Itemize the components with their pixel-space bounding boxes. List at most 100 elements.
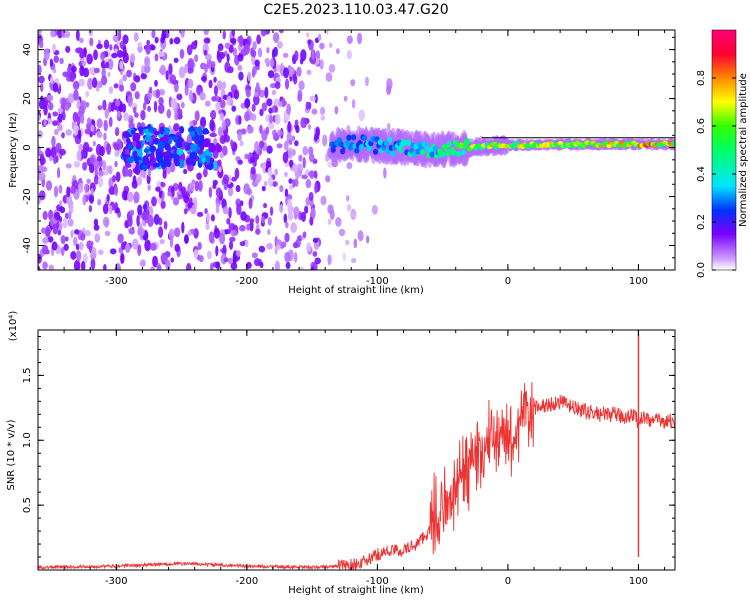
noise-blob — [302, 156, 306, 169]
noise-blob — [305, 178, 312, 189]
noise-blob — [266, 145, 273, 154]
signal-blob — [377, 139, 383, 146]
signal-blob — [202, 128, 209, 134]
noise-blob — [226, 95, 232, 106]
noise-blob — [126, 69, 132, 78]
noise-blob — [114, 185, 119, 196]
x-tick-label: -300 — [105, 276, 128, 287]
noise-blob — [38, 253, 42, 264]
noise-blob — [93, 224, 100, 231]
noise-blob — [76, 99, 81, 110]
noise-blob — [183, 208, 188, 215]
noise-blob — [194, 110, 200, 122]
noise-blob — [222, 206, 230, 215]
noise-blob — [226, 218, 231, 225]
signal-blob — [152, 137, 160, 145]
noise-blob — [358, 109, 365, 122]
noise-blob — [253, 94, 260, 106]
noise-blob — [245, 89, 251, 98]
noise-blob — [238, 34, 244, 47]
noise-blob — [308, 153, 315, 163]
noise-blob — [284, 251, 291, 263]
noise-blob — [254, 141, 260, 153]
noise-blob — [78, 105, 85, 117]
noise-blob — [208, 231, 215, 244]
noise-blob — [38, 75, 45, 84]
signal-blob — [372, 148, 379, 155]
noise-blob — [98, 170, 105, 177]
noise-blob — [67, 218, 74, 227]
noise-blob — [116, 40, 120, 47]
noise-blob — [93, 174, 99, 185]
noise-blob — [117, 30, 122, 38]
noise-blob — [99, 146, 105, 157]
noise-blob — [115, 99, 121, 107]
noise-blob — [73, 89, 79, 101]
noise-blob — [327, 254, 332, 266]
noise-blob — [266, 98, 273, 107]
noise-blob — [144, 239, 151, 252]
signal-blob — [132, 150, 138, 159]
noise-blob — [91, 247, 97, 259]
noise-blob — [231, 105, 237, 112]
noise-blob — [170, 257, 175, 263]
noise-blob — [177, 194, 183, 200]
noise-blob — [52, 82, 59, 93]
noise-blob — [188, 89, 193, 102]
noise-blob — [82, 161, 88, 171]
noise-blob — [123, 112, 129, 122]
noise-blob — [70, 203, 74, 214]
noise-blob — [237, 159, 243, 165]
noise-blob — [196, 172, 202, 180]
noise-blob — [78, 144, 83, 152]
noise-blob — [192, 196, 198, 205]
noise-blob — [78, 37, 84, 44]
noise-blob — [309, 216, 314, 226]
noise-blob — [115, 207, 121, 214]
noise-blob — [129, 117, 134, 127]
noise-blob — [205, 53, 212, 61]
noise-blob — [325, 72, 333, 82]
noise-blob — [288, 178, 293, 184]
noise-blob — [209, 111, 216, 119]
noise-blob — [189, 182, 195, 193]
noise-blob — [127, 168, 133, 178]
noise-blob — [53, 55, 60, 63]
noise-blob — [97, 175, 104, 188]
signal-blob — [125, 163, 132, 168]
noise-blob — [119, 40, 125, 50]
noise-blob — [174, 227, 181, 238]
noise-blob — [338, 228, 346, 237]
signal-blob — [127, 143, 133, 150]
noise-blob — [150, 266, 156, 270]
noise-blob — [246, 188, 252, 196]
noise-blob — [38, 190, 46, 201]
noise-blob — [90, 157, 95, 164]
noise-blob — [122, 34, 129, 45]
noise-blob — [181, 221, 185, 234]
noise-blob — [244, 239, 249, 248]
noise-blob — [112, 34, 119, 43]
snr-line-layer — [38, 330, 675, 570]
noise-blob — [239, 241, 246, 247]
noise-blob — [219, 152, 225, 159]
signal-blob — [164, 142, 171, 151]
noise-blob — [300, 211, 307, 223]
noise-blob — [267, 70, 275, 79]
noise-blob — [221, 81, 227, 90]
noise-blob — [72, 111, 79, 122]
signal-blob — [387, 136, 393, 143]
noise-blob — [93, 218, 99, 227]
noise-blob — [305, 196, 311, 206]
signal-blob — [142, 155, 150, 166]
noise-blob — [328, 42, 333, 48]
noise-blob — [276, 244, 281, 251]
noise-blob — [314, 257, 322, 265]
noise-blob — [145, 43, 151, 55]
noise-blob — [204, 208, 208, 214]
spectrogram-ylabel: Frequency (Hz) — [8, 112, 19, 188]
noise-blob — [186, 44, 193, 56]
signal-blob — [432, 145, 438, 152]
noise-blob — [247, 71, 252, 82]
noise-blob — [104, 230, 111, 237]
